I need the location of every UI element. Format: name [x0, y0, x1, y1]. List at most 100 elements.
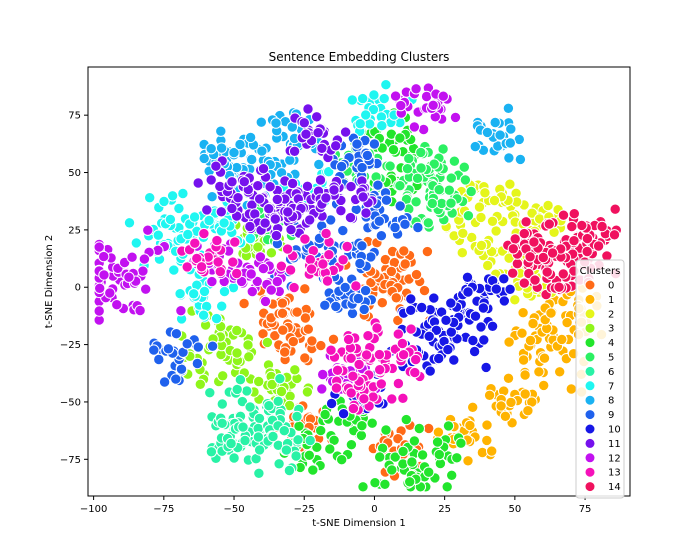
data-point	[195, 261, 208, 273]
data-point	[400, 413, 412, 426]
data-point	[191, 252, 203, 265]
data-point	[140, 283, 152, 295]
data-point	[283, 464, 296, 477]
data-point	[317, 368, 329, 381]
data-point	[403, 152, 415, 165]
data-point	[459, 174, 472, 186]
data-point	[269, 213, 281, 225]
data-point	[448, 155, 461, 167]
data-point	[354, 257, 366, 270]
data-point	[380, 194, 393, 206]
data-point	[254, 251, 267, 263]
data-point	[271, 275, 283, 288]
data-point	[478, 334, 490, 346]
data-point	[341, 240, 353, 253]
data-point	[504, 283, 516, 295]
data-point	[253, 375, 265, 388]
legend-label: 13	[608, 468, 621, 479]
data-point	[206, 191, 218, 203]
data-point	[162, 343, 175, 355]
data-point	[226, 176, 238, 188]
data-point	[192, 177, 204, 189]
data-point	[314, 174, 327, 186]
data-point	[211, 234, 223, 247]
data-point	[217, 370, 229, 382]
data-point	[284, 264, 297, 276]
data-point	[361, 149, 374, 162]
data-point	[503, 336, 515, 348]
data-point	[410, 353, 422, 366]
data-point	[458, 161, 470, 173]
data-point	[158, 376, 171, 388]
data-point	[286, 177, 299, 190]
y-tick-label: 0	[75, 283, 81, 294]
data-point	[192, 341, 205, 353]
data-point	[123, 271, 135, 283]
data-point	[265, 247, 278, 259]
data-point	[93, 241, 105, 253]
x-tick-label: −100	[80, 504, 107, 515]
data-point	[181, 338, 193, 350]
x-axis-label: t-SNE Dimension 1	[312, 518, 406, 529]
data-point	[325, 344, 337, 356]
data-point	[266, 378, 278, 391]
data-point	[486, 215, 499, 228]
x-tick-label: −75	[153, 504, 174, 515]
data-point	[299, 352, 311, 364]
data-point	[345, 180, 357, 193]
data-point	[252, 431, 265, 443]
data-point	[498, 273, 510, 285]
data-point	[490, 225, 502, 237]
data-point	[481, 126, 494, 139]
data-point	[270, 229, 283, 242]
data-point	[499, 410, 512, 422]
data-point	[244, 232, 257, 245]
legend-marker	[584, 308, 596, 320]
data-point	[422, 217, 434, 229]
data-point	[522, 405, 534, 417]
data-point	[306, 335, 318, 347]
data-point	[330, 140, 342, 152]
data-point	[227, 256, 239, 268]
data-point	[502, 102, 515, 115]
legend-label: 6	[608, 367, 614, 378]
data-point	[486, 445, 498, 457]
data-point	[415, 146, 427, 159]
data-point	[386, 393, 398, 405]
data-point	[337, 224, 349, 237]
data-point	[408, 121, 421, 133]
data-point	[568, 208, 580, 220]
legend-marker	[584, 466, 596, 478]
data-point	[455, 437, 467, 449]
data-point	[375, 230, 388, 242]
y-axis-ticks: −75 −50 −25 0 25 50 75	[60, 111, 88, 466]
data-point	[395, 99, 407, 112]
data-point	[305, 263, 318, 275]
data-point	[356, 420, 368, 432]
legend-label: 3	[608, 324, 614, 335]
data-point	[479, 187, 491, 199]
y-axis-label: t-SNE Dimension 2	[44, 235, 55, 329]
data-point	[316, 142, 328, 155]
data-point	[198, 285, 211, 298]
data-point	[489, 116, 501, 129]
data-point	[371, 322, 383, 334]
data-point	[290, 450, 302, 462]
data-point	[189, 237, 201, 249]
data-point	[537, 251, 549, 264]
data-point	[315, 339, 327, 352]
data-point	[416, 449, 429, 461]
x-tick-label: 25	[438, 504, 451, 515]
data-point	[168, 264, 180, 276]
data-point	[253, 193, 266, 205]
data-point	[483, 389, 496, 401]
data-point	[546, 247, 559, 259]
data-point	[236, 395, 249, 408]
data-point	[476, 446, 489, 459]
data-point	[507, 243, 519, 255]
data-point	[304, 253, 316, 266]
data-point	[556, 333, 568, 346]
data-point	[433, 448, 445, 461]
data-point	[231, 267, 243, 280]
data-point	[389, 451, 401, 463]
